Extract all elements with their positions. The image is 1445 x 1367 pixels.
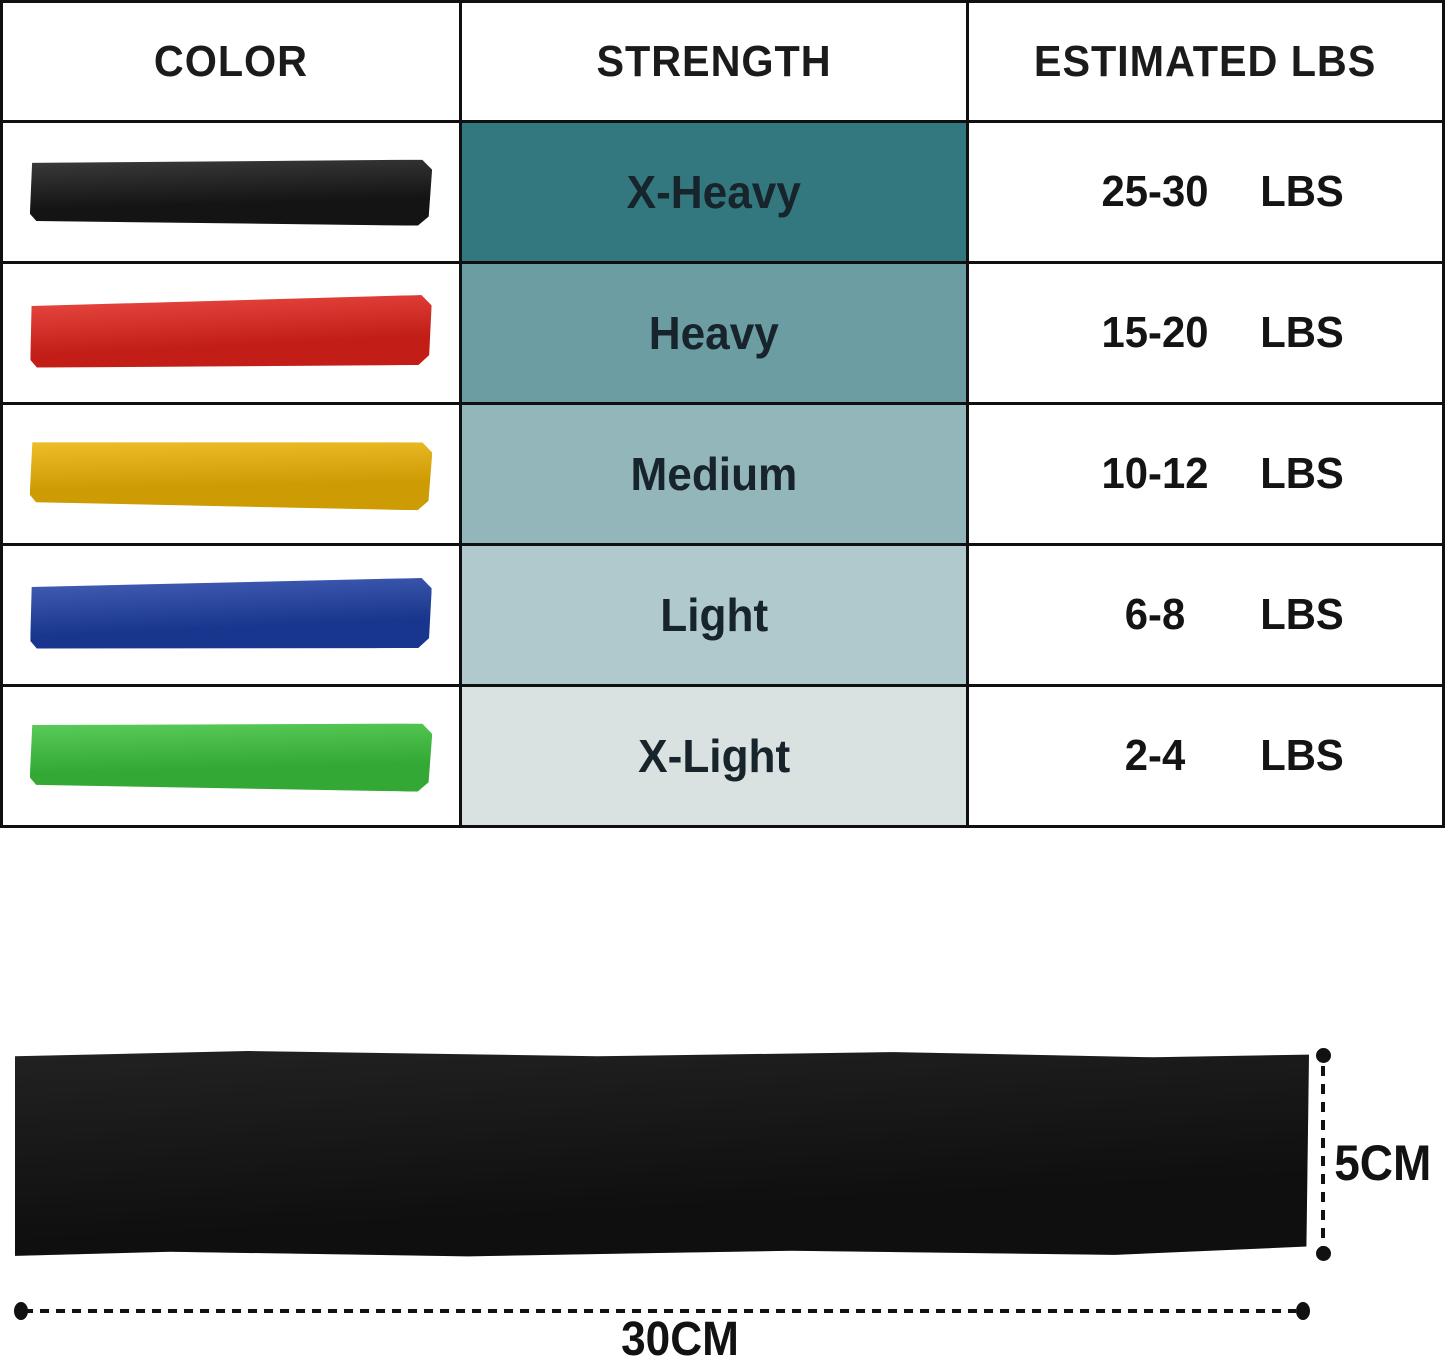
black-band-swatch [30,158,432,225]
lbs-unit: LBS [1259,308,1344,357]
lbs-cell-x-heavy: 25-30 LBS [969,123,1442,261]
header-estimated-lbs: ESTIMATED LBS [969,3,1442,120]
spec-table: COLOR STRENGTH ESTIMATED LBS X-Heavy 25-… [0,0,1445,828]
lbs-cell-light: 6-8 LBS [969,546,1442,684]
strength-label: X-Heavy [626,166,802,218]
height-dimension-label: 5CM [1334,1135,1432,1191]
strength-cell-x-heavy: X-Heavy [462,123,966,261]
strength-cell-light: Light [462,546,966,684]
height-dimension-top-dot [1316,1048,1331,1063]
lbs-unit: LBS [1259,731,1344,780]
lbs-range: 25-30 [1101,167,1208,216]
lbs-cell-heavy: 15-20 LBS [969,264,1442,402]
lbs-cell-x-light: 2-4 LBS [969,687,1442,825]
width-dimension-line [24,1309,1296,1313]
strength-label: Medium [630,448,798,500]
lbs-range: 6-8 [1124,590,1185,639]
lbs-unit: LBS [1259,167,1344,216]
blue-band-swatch [30,578,433,652]
green-band-swatch [30,720,433,792]
strength-label: X-Light [637,730,791,782]
strength-label: Light [660,589,768,641]
strength-cell-heavy: Heavy [462,264,966,402]
color-cell-blue [3,546,459,684]
color-cell-black [3,123,459,261]
lbs-range: 15-20 [1101,308,1208,357]
strength-cell-x-light: X-Light [462,687,966,825]
header-color: COLOR [3,3,459,120]
strength-label: Heavy [648,307,780,359]
width-dimension-label: 30CM [621,1313,739,1366]
header-estimated-lbs-label: ESTIMATED LBS [1034,36,1377,86]
color-cell-green [3,687,459,825]
lbs-cell-medium: 10-12 LBS [969,405,1442,543]
width-dimension-right-dot [1296,1302,1310,1320]
strength-cell-medium: Medium [462,405,966,543]
yellow-band-swatch [30,438,433,511]
color-cell-yellow [3,405,459,543]
header-color-label: COLOR [153,36,309,86]
height-dimension-bottom-dot [1316,1246,1331,1261]
lbs-unit: LBS [1259,590,1344,639]
header-strength-label: STRENGTH [596,36,832,86]
lbs-range: 2-4 [1124,731,1185,780]
height-dimension-line [1321,1066,1325,1250]
color-cell-red [3,264,459,402]
lbs-unit: LBS [1259,449,1344,498]
black-band-photo [15,1051,1309,1257]
red-band-swatch [29,295,432,371]
header-strength: STRENGTH [462,3,966,120]
width-dimension-left-dot [14,1302,28,1320]
lbs-range: 10-12 [1101,449,1208,498]
